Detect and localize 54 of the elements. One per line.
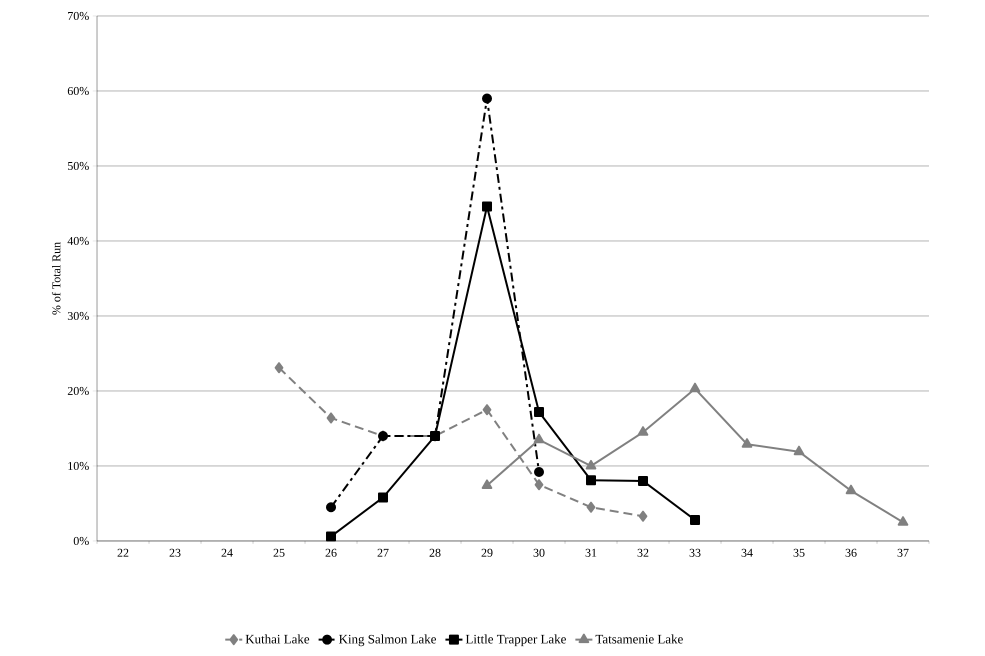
point xyxy=(586,502,596,513)
x-tick-label: 31 xyxy=(586,548,596,557)
y-tick-label: 70% xyxy=(68,12,89,20)
point xyxy=(482,404,492,416)
point xyxy=(274,362,284,374)
x-tick-label: 27 xyxy=(378,548,389,557)
x-tick-label: 24 xyxy=(222,548,233,557)
point xyxy=(742,438,752,448)
x-tick-label: 36 xyxy=(846,548,857,557)
point xyxy=(534,406,544,417)
legend-label: Tatsamenie Lake xyxy=(596,634,683,644)
y-tick-label: 0% xyxy=(74,536,89,546)
y-tick-label: 10% xyxy=(68,462,89,470)
point xyxy=(482,479,492,489)
x-tick-label: 35 xyxy=(794,548,805,557)
point xyxy=(482,201,492,212)
x-tick-label: 28 xyxy=(430,548,441,557)
point xyxy=(794,446,804,456)
y-tick-label: 40% xyxy=(68,236,89,246)
y-tick-label: 20% xyxy=(68,386,89,396)
point xyxy=(586,475,596,486)
x-tick-label: 30 xyxy=(534,548,545,557)
point xyxy=(638,476,648,486)
legend-label: Little Trapper Lake xyxy=(466,634,566,646)
x-tick-label: 22 xyxy=(118,548,128,557)
point xyxy=(326,412,336,424)
point xyxy=(898,516,908,526)
point xyxy=(690,382,700,392)
point xyxy=(534,466,544,477)
point xyxy=(690,514,700,525)
x-tick-label: 29 xyxy=(482,548,492,557)
point xyxy=(638,510,648,522)
point xyxy=(586,460,596,470)
x-tick-label: 32 xyxy=(638,548,648,557)
point xyxy=(378,492,388,502)
y-tick-label: 50% xyxy=(68,162,89,170)
y-tick-label: 30% xyxy=(68,312,89,320)
y-axis-title: % of Total Run xyxy=(52,242,60,315)
x-tick-label: 34 xyxy=(742,548,753,557)
point xyxy=(846,484,856,494)
x-tick-label: 33 xyxy=(690,548,701,557)
x-tick-label: 25 xyxy=(274,548,285,557)
x-tick-label: 37 xyxy=(898,548,909,557)
x-tick-label: 23 xyxy=(170,548,181,557)
point xyxy=(638,426,648,436)
point xyxy=(326,531,336,542)
point xyxy=(326,502,336,512)
y-tick-label: 60% xyxy=(68,86,89,96)
point xyxy=(482,93,492,104)
legend-label: Kuthai Lake xyxy=(246,634,310,644)
legend-label: King Salmon Lake xyxy=(338,634,436,646)
point xyxy=(534,479,544,490)
point xyxy=(534,434,544,444)
x-tick-label: 26 xyxy=(326,548,337,557)
